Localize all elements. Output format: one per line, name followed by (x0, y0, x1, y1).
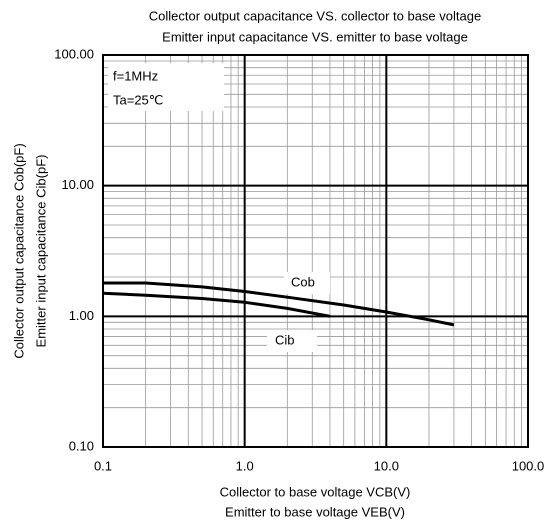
x-axis-label: Collector to base voltage VCB(V) (220, 484, 411, 499)
grid (102, 54, 529, 448)
x-tick-label: 100.0 (512, 458, 545, 473)
x-tick-label: 0.1 (94, 458, 112, 473)
x-tick-label: 1.0 (236, 458, 254, 473)
annotation: f=1MHz (113, 68, 158, 83)
legend-box (108, 63, 224, 111)
chart-title: Emitter input capacitance VS. emitter to… (162, 29, 468, 44)
label-box (267, 330, 317, 352)
x-tick-label: 10.0 (374, 458, 399, 473)
label-box (284, 272, 330, 294)
chart-title: Collector output capacitance VS. collect… (149, 8, 481, 23)
series-label: Cob (291, 274, 315, 289)
plot-frame (102, 54, 529, 448)
annotation: Ta=25℃ (113, 92, 163, 107)
y-tick-label: 0.10 (69, 438, 94, 453)
y-tick-label: 100.00 (54, 46, 94, 61)
y-tick-label: 10.00 (61, 177, 94, 192)
y-axis-label: Collector output capacitance Cob(pF) (11, 143, 26, 358)
y-tick-label: 1.00 (69, 308, 94, 323)
curves (102, 281, 455, 327)
x-axis-label: Emitter to base voltage VEB(V) (225, 504, 405, 519)
line (102, 291, 331, 318)
line (103, 281, 455, 327)
series-label: Cib (275, 332, 295, 347)
annotation-boxes (108, 63, 330, 352)
y-axis-label: Emitter input capacitance Cib(pF) (33, 155, 48, 348)
